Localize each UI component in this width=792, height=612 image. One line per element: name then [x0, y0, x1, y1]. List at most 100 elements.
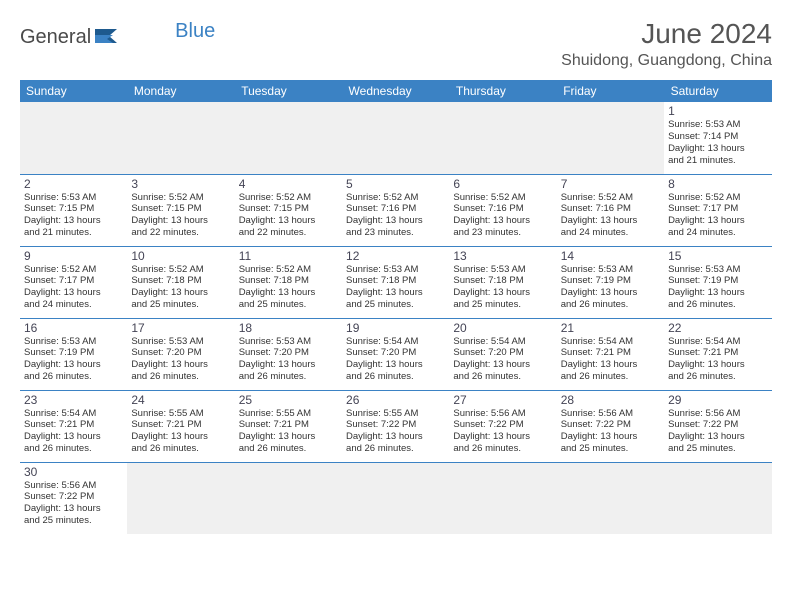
- day-info: Sunrise: 5:54 AMSunset: 7:20 PMDaylight:…: [346, 336, 445, 384]
- calendar-day-cell: 23Sunrise: 5:54 AMSunset: 7:21 PMDayligh…: [20, 390, 127, 462]
- weekday-header: Saturday: [664, 80, 771, 102]
- calendar-day-cell: 5Sunrise: 5:52 AMSunset: 7:16 PMDaylight…: [342, 174, 449, 246]
- day-number: 2: [24, 177, 123, 191]
- calendar-day-cell: 18Sunrise: 5:53 AMSunset: 7:20 PMDayligh…: [235, 318, 342, 390]
- day-number: 29: [668, 393, 767, 407]
- calendar-day-cell: 8Sunrise: 5:52 AMSunset: 7:17 PMDaylight…: [664, 174, 771, 246]
- day-info: Sunrise: 5:56 AMSunset: 7:22 PMDaylight:…: [668, 408, 767, 456]
- calendar-day-cell: 29Sunrise: 5:56 AMSunset: 7:22 PMDayligh…: [664, 390, 771, 462]
- calendar-day-cell: 7Sunrise: 5:52 AMSunset: 7:16 PMDaylight…: [557, 174, 664, 246]
- day-number: 24: [131, 393, 230, 407]
- calendar-day-cell: 22Sunrise: 5:54 AMSunset: 7:21 PMDayligh…: [664, 318, 771, 390]
- day-info: Sunrise: 5:56 AMSunset: 7:22 PMDaylight:…: [561, 408, 660, 456]
- day-number: 27: [453, 393, 552, 407]
- day-number: 23: [24, 393, 123, 407]
- day-info: Sunrise: 5:55 AMSunset: 7:21 PMDaylight:…: [131, 408, 230, 456]
- location: Shuidong, Guangdong, China: [561, 52, 772, 70]
- logo: General Blue: [20, 26, 215, 49]
- day-number: 16: [24, 321, 123, 335]
- weekday-header: Thursday: [449, 80, 556, 102]
- day-number: 25: [239, 393, 338, 407]
- calendar-day-cell: 12Sunrise: 5:53 AMSunset: 7:18 PMDayligh…: [342, 246, 449, 318]
- calendar-day-cell: 11Sunrise: 5:52 AMSunset: 7:18 PMDayligh…: [235, 246, 342, 318]
- calendar-empty-cell: [342, 102, 449, 174]
- day-info: Sunrise: 5:54 AMSunset: 7:21 PMDaylight:…: [668, 336, 767, 384]
- weekday-header-row: SundayMondayTuesdayWednesdayThursdayFrid…: [20, 80, 772, 102]
- day-number: 7: [561, 177, 660, 191]
- calendar-week-row: 2Sunrise: 5:53 AMSunset: 7:15 PMDaylight…: [20, 174, 772, 246]
- day-number: 3: [131, 177, 230, 191]
- calendar-day-cell: 13Sunrise: 5:53 AMSunset: 7:18 PMDayligh…: [449, 246, 556, 318]
- day-number: 17: [131, 321, 230, 335]
- day-info: Sunrise: 5:56 AMSunset: 7:22 PMDaylight:…: [453, 408, 552, 456]
- calendar-day-cell: 27Sunrise: 5:56 AMSunset: 7:22 PMDayligh…: [449, 390, 556, 462]
- day-number: 14: [561, 249, 660, 263]
- calendar-day-cell: 16Sunrise: 5:53 AMSunset: 7:19 PMDayligh…: [20, 318, 127, 390]
- day-info: Sunrise: 5:53 AMSunset: 7:15 PMDaylight:…: [24, 192, 123, 240]
- day-info: Sunrise: 5:52 AMSunset: 7:16 PMDaylight:…: [453, 192, 552, 240]
- day-info: Sunrise: 5:52 AMSunset: 7:18 PMDaylight:…: [239, 264, 338, 312]
- month-title: June 2024: [561, 18, 772, 50]
- day-number: 11: [239, 249, 338, 263]
- calendar-week-row: 23Sunrise: 5:54 AMSunset: 7:21 PMDayligh…: [20, 390, 772, 462]
- calendar-day-cell: 10Sunrise: 5:52 AMSunset: 7:18 PMDayligh…: [127, 246, 234, 318]
- header: General Blue June 2024 Shuidong, Guangdo…: [20, 18, 772, 70]
- calendar-day-cell: 21Sunrise: 5:54 AMSunset: 7:21 PMDayligh…: [557, 318, 664, 390]
- calendar-day-cell: 28Sunrise: 5:56 AMSunset: 7:22 PMDayligh…: [557, 390, 664, 462]
- calendar-empty-cell: [664, 462, 771, 534]
- calendar-day-cell: 30Sunrise: 5:56 AMSunset: 7:22 PMDayligh…: [20, 462, 127, 534]
- calendar-day-cell: 25Sunrise: 5:55 AMSunset: 7:21 PMDayligh…: [235, 390, 342, 462]
- day-number: 19: [346, 321, 445, 335]
- day-number: 28: [561, 393, 660, 407]
- day-number: 18: [239, 321, 338, 335]
- day-info: Sunrise: 5:52 AMSunset: 7:16 PMDaylight:…: [561, 192, 660, 240]
- calendar-empty-cell: [449, 462, 556, 534]
- day-info: Sunrise: 5:54 AMSunset: 7:21 PMDaylight:…: [561, 336, 660, 384]
- day-number: 22: [668, 321, 767, 335]
- day-number: 8: [668, 177, 767, 191]
- day-info: Sunrise: 5:53 AMSunset: 7:20 PMDaylight:…: [239, 336, 338, 384]
- calendar-day-cell: 15Sunrise: 5:53 AMSunset: 7:19 PMDayligh…: [664, 246, 771, 318]
- calendar-table: SundayMondayTuesdayWednesdayThursdayFrid…: [20, 80, 772, 534]
- day-info: Sunrise: 5:52 AMSunset: 7:15 PMDaylight:…: [239, 192, 338, 240]
- day-number: 4: [239, 177, 338, 191]
- day-number: 10: [131, 249, 230, 263]
- calendar-day-cell: 20Sunrise: 5:54 AMSunset: 7:20 PMDayligh…: [449, 318, 556, 390]
- day-info: Sunrise: 5:55 AMSunset: 7:21 PMDaylight:…: [239, 408, 338, 456]
- calendar-day-cell: 6Sunrise: 5:52 AMSunset: 7:16 PMDaylight…: [449, 174, 556, 246]
- day-number: 20: [453, 321, 552, 335]
- calendar-day-cell: 17Sunrise: 5:53 AMSunset: 7:20 PMDayligh…: [127, 318, 234, 390]
- day-info: Sunrise: 5:53 AMSunset: 7:20 PMDaylight:…: [131, 336, 230, 384]
- day-info: Sunrise: 5:53 AMSunset: 7:19 PMDaylight:…: [668, 264, 767, 312]
- logo-text-general: General: [20, 26, 91, 49]
- weekday-header: Friday: [557, 80, 664, 102]
- calendar-empty-cell: [235, 102, 342, 174]
- day-info: Sunrise: 5:53 AMSunset: 7:18 PMDaylight:…: [346, 264, 445, 312]
- day-info: Sunrise: 5:52 AMSunset: 7:17 PMDaylight:…: [668, 192, 767, 240]
- calendar-week-row: 1Sunrise: 5:53 AMSunset: 7:14 PMDaylight…: [20, 102, 772, 174]
- day-number: 12: [346, 249, 445, 263]
- title-block: June 2024 Shuidong, Guangdong, China: [561, 18, 772, 70]
- day-info: Sunrise: 5:54 AMSunset: 7:21 PMDaylight:…: [24, 408, 123, 456]
- calendar-empty-cell: [557, 102, 664, 174]
- day-info: Sunrise: 5:52 AMSunset: 7:17 PMDaylight:…: [24, 264, 123, 312]
- day-info: Sunrise: 5:55 AMSunset: 7:22 PMDaylight:…: [346, 408, 445, 456]
- calendar-empty-cell: [342, 462, 449, 534]
- weekday-header: Sunday: [20, 80, 127, 102]
- weekday-header: Wednesday: [342, 80, 449, 102]
- day-number: 5: [346, 177, 445, 191]
- day-number: 30: [24, 465, 123, 479]
- calendar-day-cell: 14Sunrise: 5:53 AMSunset: 7:19 PMDayligh…: [557, 246, 664, 318]
- calendar-week-row: 16Sunrise: 5:53 AMSunset: 7:19 PMDayligh…: [20, 318, 772, 390]
- day-info: Sunrise: 5:52 AMSunset: 7:16 PMDaylight:…: [346, 192, 445, 240]
- calendar-day-cell: 9Sunrise: 5:52 AMSunset: 7:17 PMDaylight…: [20, 246, 127, 318]
- day-number: 15: [668, 249, 767, 263]
- calendar-empty-cell: [127, 102, 234, 174]
- day-info: Sunrise: 5:56 AMSunset: 7:22 PMDaylight:…: [24, 480, 123, 528]
- calendar-empty-cell: [557, 462, 664, 534]
- calendar-day-cell: 26Sunrise: 5:55 AMSunset: 7:22 PMDayligh…: [342, 390, 449, 462]
- day-number: 21: [561, 321, 660, 335]
- calendar-empty-cell: [20, 102, 127, 174]
- day-number: 26: [346, 393, 445, 407]
- day-info: Sunrise: 5:53 AMSunset: 7:14 PMDaylight:…: [668, 119, 767, 167]
